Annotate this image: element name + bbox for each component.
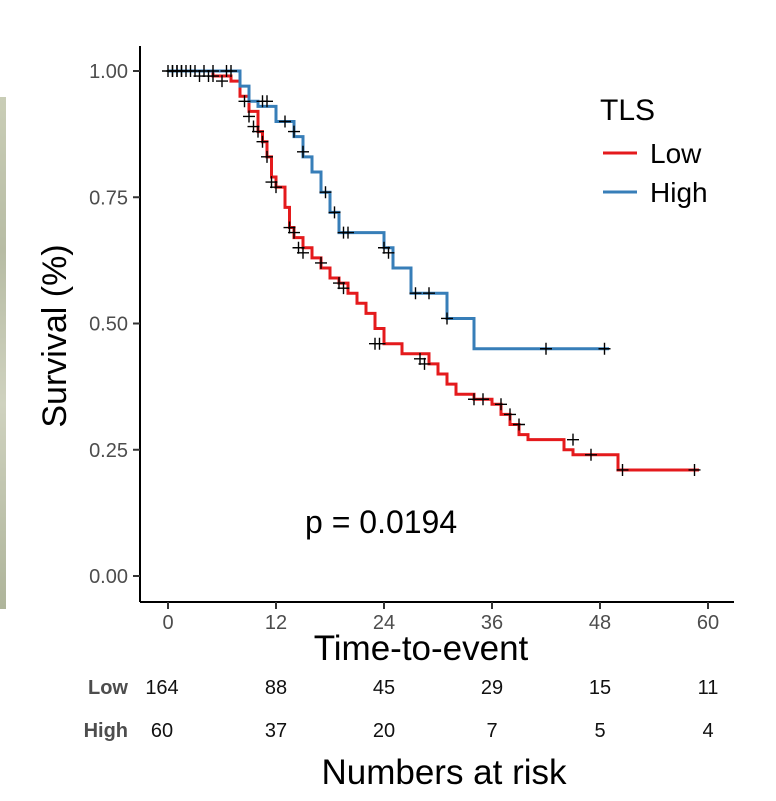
censor-mark-low: [616, 463, 629, 476]
risk-value-low: 45: [373, 677, 395, 699]
censor-mark-high: [342, 226, 354, 239]
censor-mark-low: [477, 393, 489, 406]
censor-mark-high: [184, 65, 197, 77]
survival-curves: [168, 69, 699, 472]
censor-mark-low: [238, 95, 251, 108]
censor-mark-low: [513, 418, 525, 431]
censor-mark-low: [688, 463, 701, 476]
x-tick-label: 0: [162, 612, 173, 634]
censor-mark-low: [585, 448, 597, 461]
censor-mark-high: [297, 145, 309, 158]
censor-mark-high: [382, 246, 395, 259]
censor-marks: [162, 65, 701, 476]
risk-value-low: 88: [265, 677, 287, 699]
risk-value-high: 4: [702, 720, 713, 742]
censor-mark-low: [495, 398, 507, 411]
censor-mark-low: [256, 135, 269, 148]
risk-value-high: 37: [265, 720, 287, 742]
x-axis-label: Time-to-event: [314, 629, 529, 668]
p-value-annotation: p = 0.0194: [305, 504, 457, 540]
censor-mark-low: [252, 125, 264, 138]
risk-value-high: 20: [373, 720, 395, 742]
risk-value-high: 7: [486, 720, 497, 742]
censor-mark-low: [418, 357, 431, 370]
x-tick-label: 36: [481, 612, 503, 634]
risk-row-label-high: High: [84, 720, 128, 742]
censor-mark-low: [288, 226, 300, 239]
y-tick-label: 1.00: [89, 61, 128, 83]
x-axis-ticks: 0 12 24 36 48 60: [162, 602, 719, 634]
censor-mark-low: [243, 110, 255, 123]
censor-mark-low: [216, 75, 228, 88]
censor-mark-low: [567, 433, 579, 446]
legend-label-high: High: [650, 177, 708, 208]
censor-mark-low: [373, 337, 386, 350]
x-tick-label: 12: [265, 612, 287, 634]
censor-mark-low: [270, 181, 282, 194]
censor-mark-high: [423, 287, 435, 300]
background-photo-strip: [0, 97, 6, 609]
censor-mark-high: [319, 186, 332, 199]
censor-mark-high: [328, 206, 341, 219]
risk-table-title: Numbers at risk: [321, 753, 567, 792]
y-tick-label: 0.75: [89, 187, 128, 209]
censor-mark-high: [288, 125, 300, 138]
censor-mark-low: [297, 246, 309, 259]
risk-value-high: 60: [151, 720, 173, 742]
censor-mark-low: [315, 256, 327, 269]
y-axis-ticks: 0.00 0.25 0.50 0.75 1.00: [89, 61, 140, 588]
risk-value-low: 15: [589, 677, 611, 699]
risk-value-low: 164: [145, 677, 178, 699]
censor-mark-low: [261, 150, 273, 163]
censor-mark-high: [409, 287, 422, 300]
risk-value-low: 11: [698, 677, 719, 699]
risk-row-label-low: Low: [88, 677, 128, 699]
y-tick-label: 0.00: [89, 566, 128, 588]
censor-mark-high: [441, 312, 453, 325]
y-axis-label: Survival (%): [36, 244, 74, 427]
censor-mark-low: [504, 408, 516, 421]
x-tick-label: 60: [697, 612, 719, 634]
censor-mark-high: [225, 65, 237, 77]
legend-label-low: Low: [650, 138, 702, 169]
censor-mark-high: [598, 342, 611, 355]
risk-value-low: 29: [481, 677, 503, 699]
censor-mark-high: [261, 95, 273, 108]
legend-title: TLS: [600, 94, 655, 127]
censor-mark-low: [337, 282, 350, 295]
risk-value-high: 5: [594, 720, 605, 742]
censor-mark-high: [207, 65, 219, 77]
y-tick-label: 0.50: [89, 314, 128, 336]
x-tick-label: 48: [589, 612, 611, 634]
x-tick-label: 24: [373, 612, 395, 634]
censor-mark-high: [279, 115, 291, 128]
curve-high: [168, 69, 609, 351]
censor-mark-high: [540, 342, 552, 355]
y-tick-label: 0.25: [89, 440, 128, 462]
curve-low: [168, 69, 699, 472]
legend: TLS Low High: [600, 94, 708, 208]
risk-table: Low High 164 88 45 29 15 11 60 37 20 7 5 4: [84, 677, 719, 742]
